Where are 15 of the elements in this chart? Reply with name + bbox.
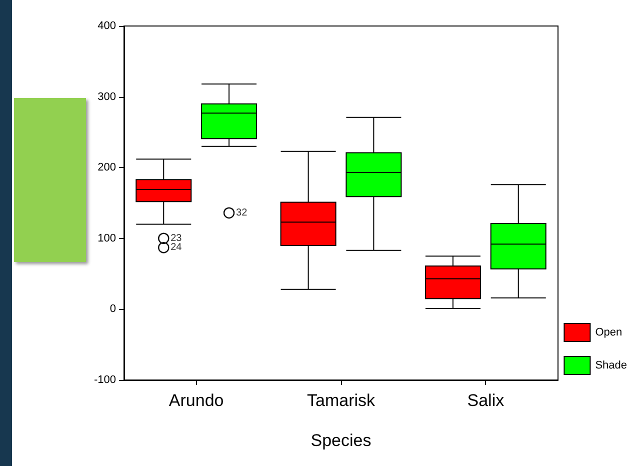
y-tick-label: -100 (94, 374, 116, 386)
y-tick-label: 400 (98, 20, 116, 32)
x-tick-label: Arundo (168, 391, 224, 410)
x-tick-label: Salix (467, 391, 505, 410)
y-tick-label: 0 (110, 303, 116, 316)
y-tick-label: 100 (98, 232, 116, 244)
legend-label: Shade (595, 360, 628, 372)
x-tick-label: Tamarisk (306, 391, 376, 410)
y-tick-label: 300 (98, 90, 116, 103)
legend-label: Open (595, 326, 622, 338)
annotation: 32 (236, 207, 248, 218)
annotation: 23 (170, 232, 182, 244)
x-axis-title: Species (310, 431, 372, 450)
annotation: 24 (170, 242, 182, 254)
y-tick-label: 200 (98, 162, 116, 174)
